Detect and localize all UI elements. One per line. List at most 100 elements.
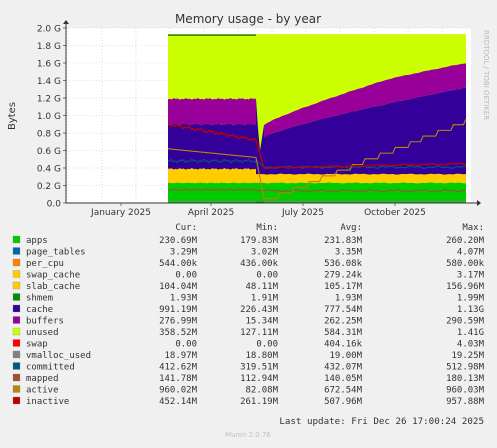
legend-value-min: 261.19M: [240, 397, 279, 407]
line-committed: [167, 158, 467, 169]
legend-value-cur: 358.52M: [159, 328, 198, 338]
legend-value-max: 4.03M: [457, 340, 485, 350]
legend-name: buffers: [26, 317, 64, 327]
legend-swatch: [12, 396, 21, 405]
legend-value-avg: 140.05M: [324, 374, 363, 384]
legend-value-min: 0.00: [256, 271, 278, 281]
legend-value-avg: 105.17M: [324, 282, 363, 292]
legend-value-min: 179.83M: [240, 236, 279, 246]
legend-value-avg: 672.54M: [324, 386, 363, 396]
legend-value-min: 18.80M: [245, 351, 278, 361]
legend-name: unused: [26, 328, 59, 338]
area-slab_cache: [264, 173, 466, 184]
legend-swatch: [12, 258, 21, 267]
legend-value-max: 580.00k: [446, 259, 485, 269]
legend-value-cur: 544.00k: [159, 259, 198, 269]
legend-value-avg: 262.25M: [324, 317, 363, 327]
legend-value-avg: 231.83M: [324, 236, 363, 246]
legend-swatch: [12, 373, 21, 382]
y-tick-label: 1.2 G: [37, 95, 61, 105]
legend-value-avg: 536.08k: [324, 259, 363, 269]
legend-value-cur: 276.99M: [159, 317, 198, 327]
munin-version: Munin 2.0.76: [225, 431, 271, 439]
legend-value-max: 260.20M: [446, 236, 485, 246]
x-tick-label: July 2025: [281, 208, 324, 218]
legend-value-max: 1.13G: [457, 305, 484, 315]
legend-name: active: [26, 386, 59, 396]
x-tick-label: October 2025: [364, 208, 426, 218]
legend-swatch: [12, 235, 21, 244]
legend-value-min: 319.51M: [240, 363, 279, 373]
legend-value-cur: 0.00: [175, 340, 197, 350]
area-shmem: [256, 201, 264, 203]
legend-value-cur: 991.19M: [159, 305, 198, 315]
series-lines: [167, 118, 467, 202]
legend-name: apps: [26, 236, 48, 246]
legend: Cur: Min: Avg: Max: apps 230.69M 179.83M 231.83…: [12, 223, 485, 407]
y-tick-label: 0.4 G: [37, 165, 61, 175]
legend-header: Avg:: [340, 223, 362, 233]
y-tick-label: 2.0 G: [37, 25, 61, 35]
legend-value-min: 436.00k: [240, 259, 279, 269]
legend-swatch: [12, 362, 21, 370]
legend-name: swap: [26, 340, 48, 350]
area-cache: [264, 87, 466, 175]
area-apps: [256, 182, 264, 203]
legend-value-max: 512.98M: [446, 363, 485, 373]
y-tick-label: 0.6 G: [37, 147, 61, 157]
legend-swatch: [12, 385, 21, 393]
legend-swatch: [12, 327, 21, 336]
legend-value-avg: 279.24k: [324, 271, 363, 281]
legend-swatch: [12, 270, 21, 278]
y-tick-labels: 0.0 0.2 G 0.4 G 0.6 G 0.8 G 1.0 G 1.2 G 1.4 G 1.…: [37, 25, 61, 210]
y-tick-label: 0.8 G: [37, 130, 61, 140]
legend-value-max: 180.13M: [446, 374, 485, 384]
legend-value-avg: 19.00M: [329, 351, 362, 361]
legend-name: inactive: [26, 397, 69, 407]
legend-value-cur: 1.93M: [170, 294, 198, 304]
legend-value-max: 1.41G: [457, 328, 484, 338]
legend-name: slab_cache: [26, 282, 80, 292]
legend-name: cache: [26, 305, 53, 315]
legend-name: shmem: [26, 294, 53, 304]
y-axis-arrow: [63, 20, 69, 24]
legend-value-cur: 18.97M: [164, 351, 197, 361]
legend-name: swap_cache: [26, 271, 80, 281]
legend-value-avg: 507.96M: [324, 397, 363, 407]
legend-value-avg: 432.07M: [324, 363, 363, 373]
area-slab_cache: [168, 168, 256, 184]
legend-value-min: 3.02M: [251, 248, 279, 258]
legend-value-avg: 1.93M: [335, 294, 363, 304]
x-axis-arrow: [477, 200, 481, 206]
legend-value-min: 112.94M: [240, 374, 279, 384]
legend-value-min: 15.34M: [245, 317, 278, 327]
legend-swatch: [12, 281, 21, 290]
axes: [63, 20, 481, 206]
legend-swatch: [12, 293, 21, 301]
legend-value-max: 3.17M: [457, 271, 485, 281]
legend-value-cur: 412.62M: [159, 363, 198, 373]
legend-header: Min:: [256, 223, 278, 233]
y-axis-label: Bytes: [7, 102, 18, 130]
legend-name: mapped: [26, 374, 59, 384]
legend-value-min: 1.91M: [251, 294, 279, 304]
legend-swatch: [12, 350, 21, 359]
chart-title: Memory usage - by year: [175, 12, 321, 26]
legend-swatch: [12, 247, 21, 255]
legend-value-cur: 452.14M: [159, 397, 198, 407]
legend-value-cur: 960.02M: [159, 386, 198, 396]
legend-value-min: 82.08M: [245, 386, 278, 396]
legend-value-max: 960.03M: [446, 386, 485, 396]
legend-value-min: 48.11M: [245, 282, 278, 292]
legend-value-max: 1.99M: [457, 294, 485, 304]
area-buffers: [168, 98, 256, 126]
legend-value-avg: 3.35M: [335, 248, 363, 258]
y-tick-label: 1.8 G: [37, 42, 61, 52]
legend-name: vmalloc_used: [26, 351, 91, 361]
legend-swatch: [12, 304, 21, 313]
area-apps: [264, 182, 466, 203]
line-inactive: [167, 122, 467, 170]
x-tick-label: January 2025: [90, 208, 151, 218]
x-tick-label: April 2025: [188, 208, 234, 218]
